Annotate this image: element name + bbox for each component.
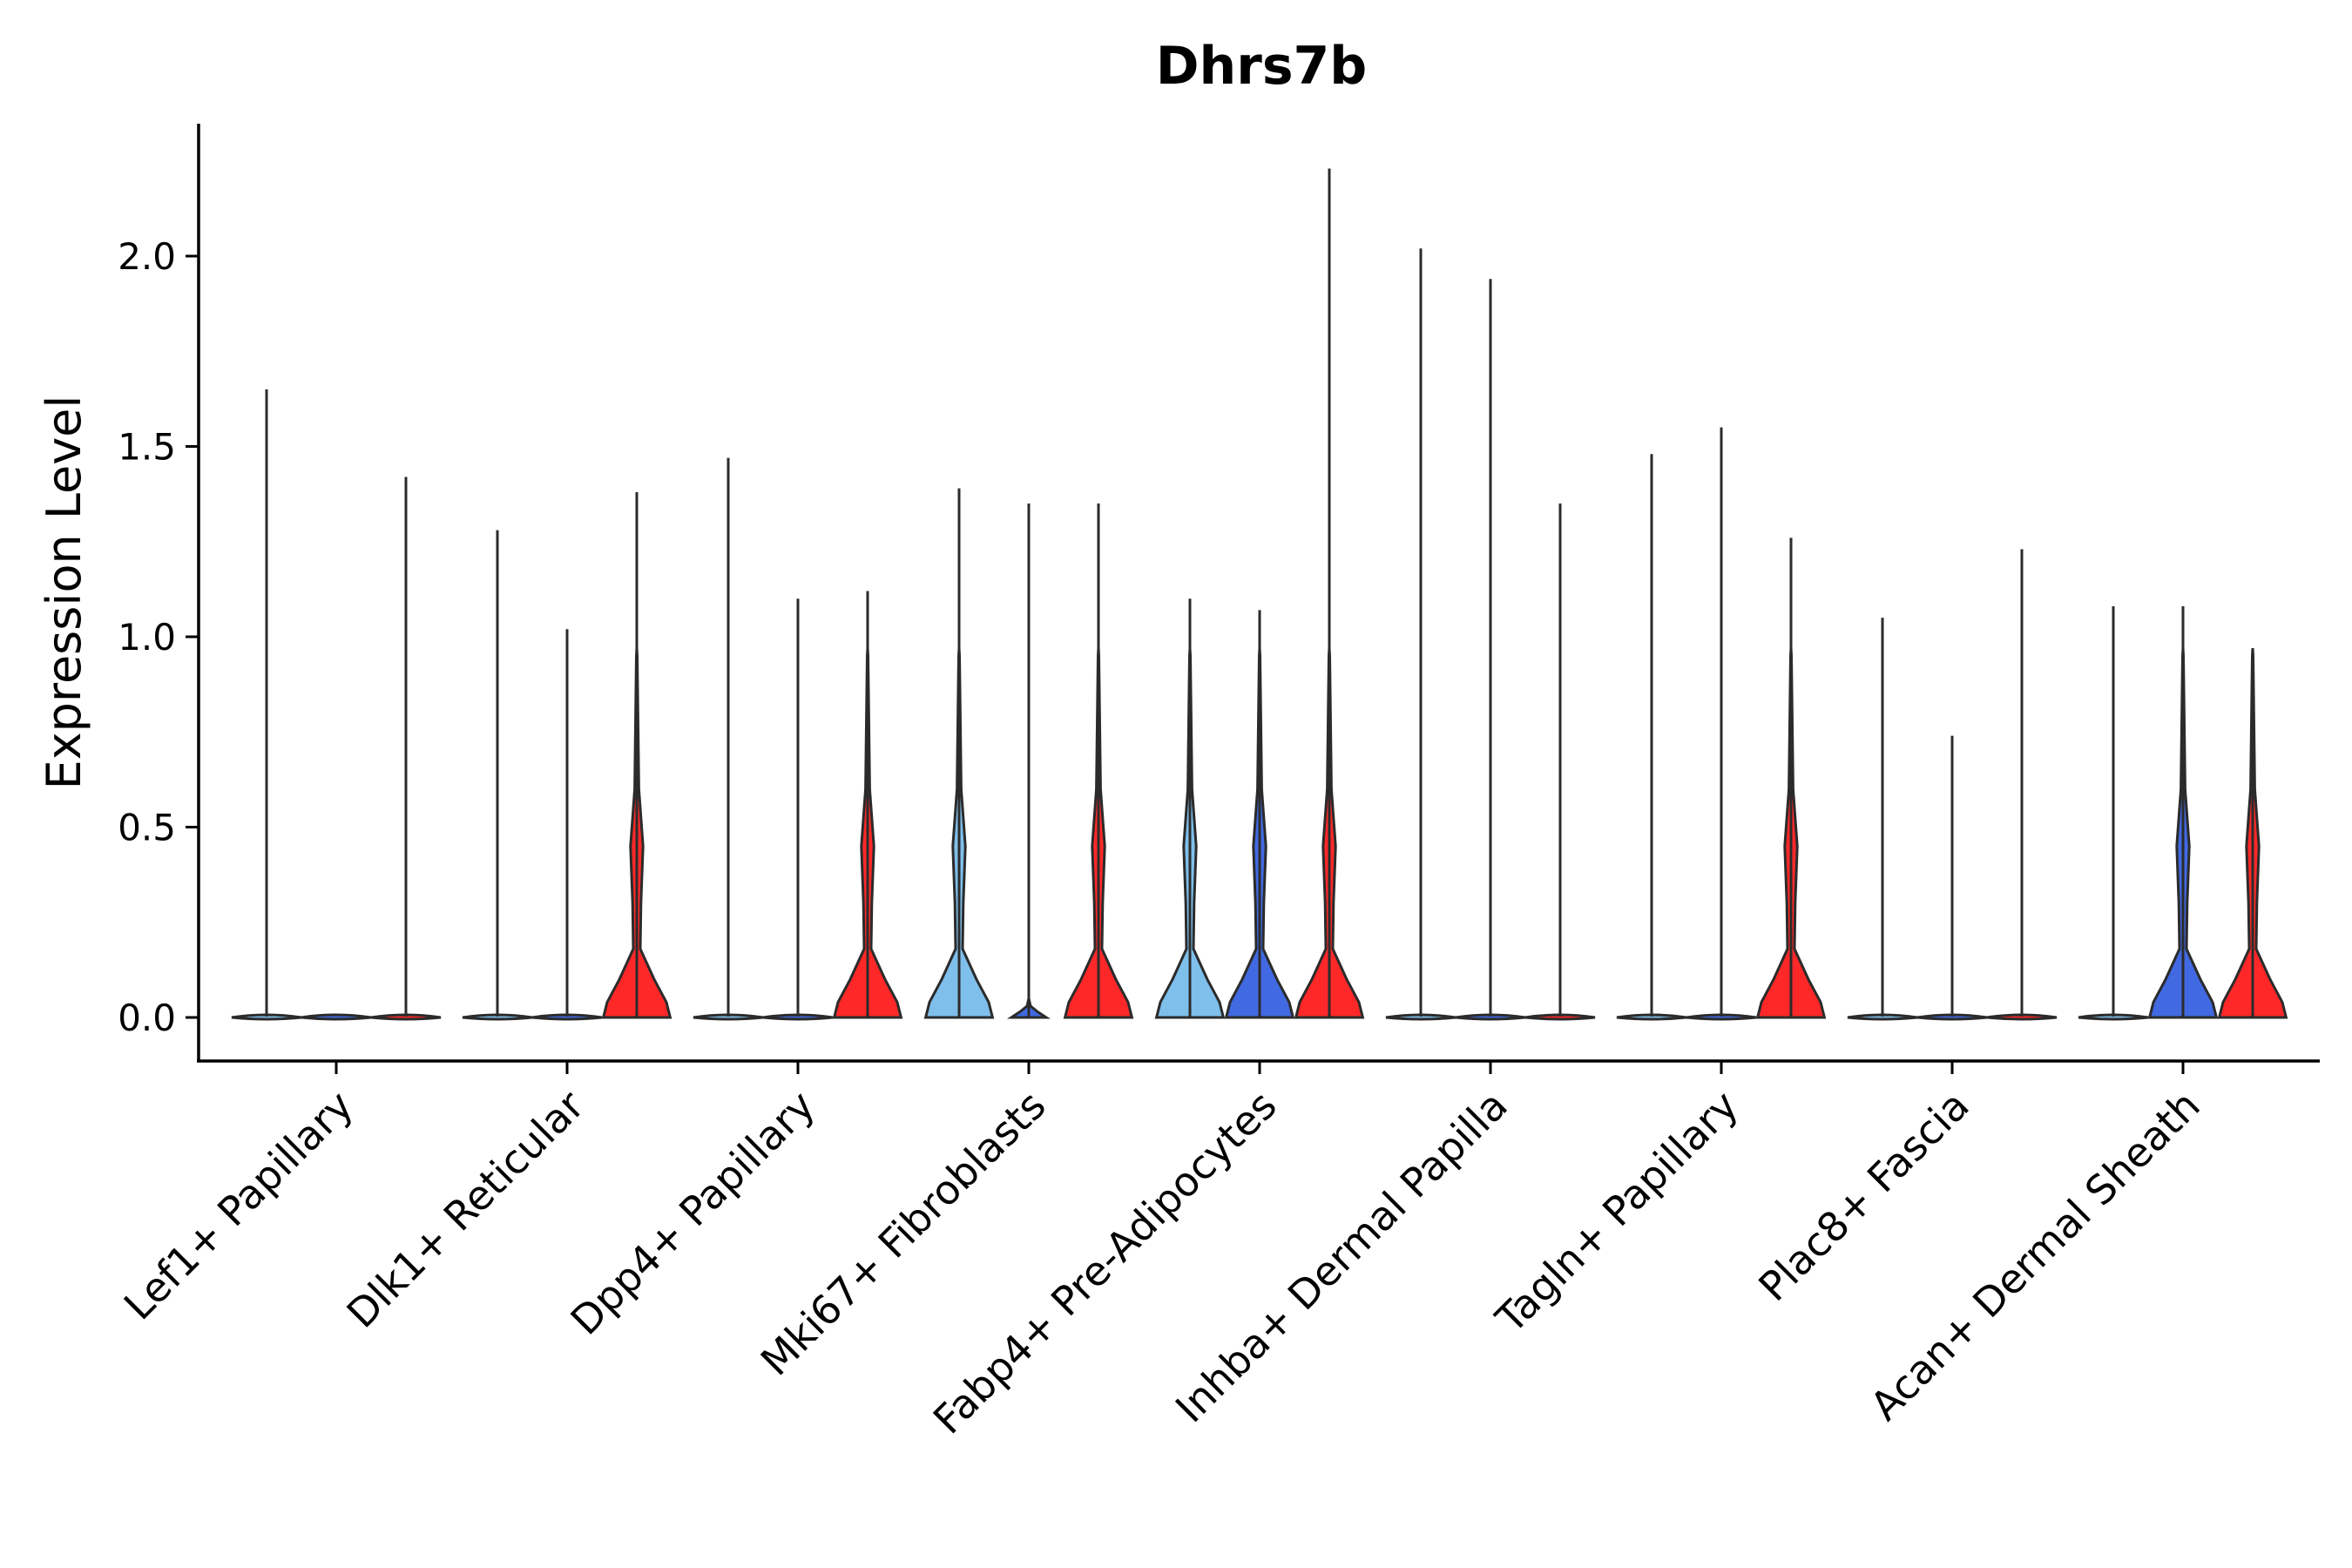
violin-body [370, 1013, 442, 1021]
violin-body [531, 1013, 603, 1021]
y-tick-label: 1.0 [118, 616, 176, 659]
x-category-label: Tagln+ Papillary [1486, 1082, 1747, 1343]
y-tick-label: 0.0 [118, 997, 176, 1039]
y-tick-label: 0.5 [118, 807, 176, 849]
violin-body [1686, 1013, 1757, 1021]
violin-body [1524, 1013, 1596, 1021]
y-ticks-group: 0.0 0.5 1.0 1.5 2.0 [118, 235, 199, 1039]
x-category-label: Dpp4+ Papillary [562, 1082, 824, 1344]
x-category-label: Plac8+ Fascia [1749, 1082, 1977, 1310]
violin-body [762, 1013, 834, 1021]
x-category-label: Lef1+ Papillary [115, 1082, 362, 1329]
violins-group [231, 168, 2288, 1021]
y-tick-label: 1.5 [118, 426, 176, 469]
y-axis-label: Expression Level [37, 395, 91, 790]
violin-body [1986, 1013, 2058, 1021]
violin-body [2078, 1013, 2149, 1021]
chart-title: Dhrs7b [1156, 36, 1368, 97]
violin-body [301, 1013, 372, 1021]
x-category-label: Dlk1+ Reticular [338, 1082, 593, 1337]
y-tick-label: 2.0 [118, 235, 176, 278]
